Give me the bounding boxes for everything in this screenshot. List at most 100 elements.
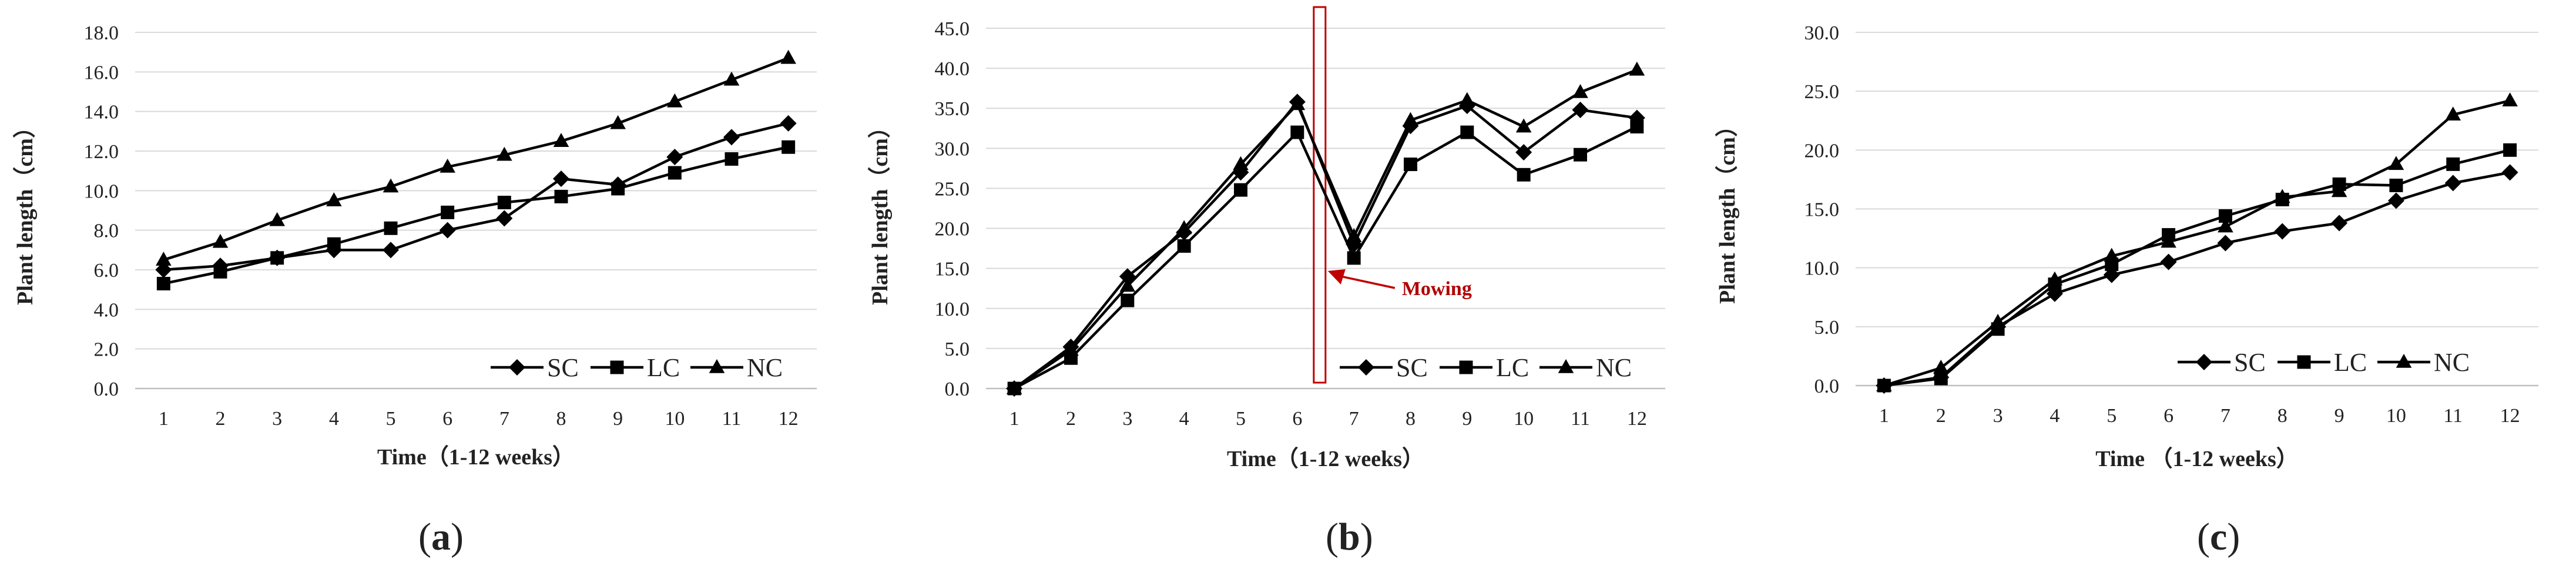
data-point-sc xyxy=(2274,223,2291,240)
data-point-lc xyxy=(668,166,682,180)
data-point-lc xyxy=(1574,148,1587,162)
x-tick-label: 11 xyxy=(2443,405,2463,427)
data-point-nc xyxy=(212,233,229,248)
data-point-nc xyxy=(326,192,342,206)
x-tick-label: 3 xyxy=(1993,405,2003,427)
data-point-nc xyxy=(1403,112,1418,126)
data-point-sc xyxy=(2501,164,2518,181)
x-tick-label: 10 xyxy=(1514,408,1534,430)
data-point-nc xyxy=(497,146,512,161)
y-tick-label: 0.0 xyxy=(94,379,119,400)
data-point-nc xyxy=(1459,92,1475,106)
legend-label-sc: SC xyxy=(547,353,579,382)
data-point-nc xyxy=(1990,313,2006,328)
legend-label-lc: LC xyxy=(647,353,680,382)
x-tick-label: 8 xyxy=(2278,405,2287,427)
legend: SC LC NC xyxy=(491,353,783,382)
data-point-sc xyxy=(666,149,683,166)
data-point-nc xyxy=(2445,106,2461,121)
data-point-nc xyxy=(1629,61,1645,76)
y-tick-label: 18.0 xyxy=(84,22,119,44)
data-point-sc xyxy=(2444,175,2461,192)
series-line-nc xyxy=(163,56,789,262)
x-axis-label: Time （1-12 weeks） xyxy=(2095,447,2299,471)
series-line-sc xyxy=(163,122,789,272)
data-point-nc xyxy=(1933,359,1949,374)
x-axis-label: Time（1-12 weeks） xyxy=(1227,447,1424,471)
legend-marker-lc xyxy=(1459,360,1473,374)
x-tick-label: 5 xyxy=(386,408,396,430)
data-point-lc xyxy=(611,182,625,196)
x-tick-label: 4 xyxy=(329,408,339,430)
y-tick-label: 5.0 xyxy=(1814,317,1840,339)
x-tick-label: 5 xyxy=(2107,405,2117,427)
legend-marker-lc xyxy=(610,360,624,374)
x-tick-label: 10 xyxy=(2386,405,2406,427)
y-tick-label: 14.0 xyxy=(84,102,119,123)
legend-marker-nc xyxy=(2396,354,2412,368)
x-tick-label: 6 xyxy=(442,408,452,430)
y-tick-label: 25.0 xyxy=(1804,81,1840,103)
data-point-nc xyxy=(2161,233,2176,248)
data-point-lc xyxy=(1290,125,1304,139)
legend-label-lc: LC xyxy=(1496,353,1529,382)
panel-label-open: ( xyxy=(1326,515,1339,558)
x-tick-label: 8 xyxy=(1406,408,1416,430)
data-point-nc xyxy=(1572,83,1588,98)
x-tick-label: 12 xyxy=(2500,405,2520,427)
data-point-nc xyxy=(1233,156,1249,170)
data-point-lc xyxy=(497,196,511,210)
data-point-lc xyxy=(1934,371,1948,386)
chart-panel-a: 0.02.04.06.08.010.012.014.016.018.01 2 3 4 5… xyxy=(13,22,817,558)
data-point-nc xyxy=(2047,271,2063,286)
data-point-nc xyxy=(1006,380,1022,394)
y-tick-label: 5.0 xyxy=(945,339,970,360)
legend-marker-sc xyxy=(509,359,525,376)
y-tick-label: 4.0 xyxy=(94,299,119,321)
y-tick-label: 0.0 xyxy=(945,379,970,400)
x-tick-label: 1 xyxy=(1009,408,1019,430)
data-point-sc xyxy=(2217,235,2234,252)
data-point-nc xyxy=(1176,220,1192,235)
data-point-lc xyxy=(213,264,227,279)
mowing-label: Mowing xyxy=(1402,278,1472,300)
y-axis-label: Plant length（cm） xyxy=(1715,115,1740,304)
data-point-lc xyxy=(1347,251,1361,265)
data-point-lc xyxy=(384,221,398,235)
x-tick-label: 6 xyxy=(1292,408,1302,430)
x-tick-label: 12 xyxy=(779,408,799,430)
data-point-nc xyxy=(1876,377,1892,391)
data-point-lc xyxy=(1177,239,1191,253)
panel-label: (c) xyxy=(2197,515,2240,558)
legend-marker-nc xyxy=(709,359,725,373)
data-point-nc xyxy=(1063,341,1079,356)
data-point-nc xyxy=(1119,277,1136,292)
data-point-nc xyxy=(553,133,569,147)
mowing-marker xyxy=(1313,6,1327,384)
x-tick-label: 7 xyxy=(2221,405,2230,427)
x-tick-label: 8 xyxy=(556,408,566,430)
panel-label-letter: a xyxy=(431,515,451,558)
legend: SC LC NC xyxy=(1340,353,1632,382)
data-point-lc xyxy=(1404,158,1417,172)
panel-label-open: ( xyxy=(2197,515,2210,558)
legend: SC LC NC xyxy=(2178,348,2470,377)
data-point-nc xyxy=(667,93,683,108)
panel-label-letter: c xyxy=(2210,515,2227,558)
x-axis-label: Time（1-12 weeks） xyxy=(377,445,575,470)
data-point-lc xyxy=(1517,168,1531,182)
panel-label-close: ) xyxy=(2227,515,2240,558)
y-tick-label: 25.0 xyxy=(935,178,970,200)
x-tick-label: 9 xyxy=(1462,408,1472,430)
x-tick-label: 9 xyxy=(2334,405,2344,427)
y-tick-label: 2.0 xyxy=(94,339,119,361)
panel-label-letter: b xyxy=(1339,515,1360,558)
legend-marker-sc xyxy=(2196,354,2212,370)
panel-label: (b) xyxy=(1326,515,1373,558)
data-point-sc xyxy=(383,242,399,259)
data-point-lc xyxy=(2218,209,2232,223)
data-point-sc xyxy=(1572,101,1589,118)
y-tick-label: 8.0 xyxy=(94,220,119,242)
series-line-sc xyxy=(1884,171,2510,387)
data-point-nc xyxy=(2331,183,2347,197)
